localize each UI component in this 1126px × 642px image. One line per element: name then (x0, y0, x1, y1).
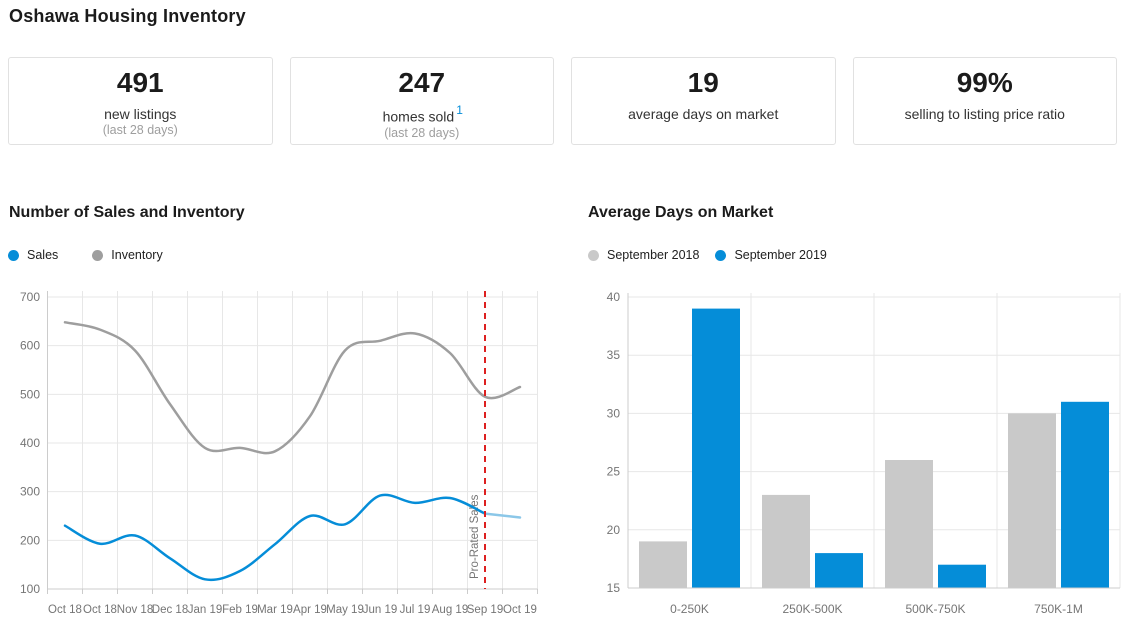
line-chart-title: Number of Sales and Inventory (9, 204, 245, 221)
svg-text:Dec 18: Dec 18 (152, 604, 188, 616)
legend-label: September 2019 (734, 248, 827, 262)
footnote-marker: 1 (456, 102, 463, 117)
svg-text:Aug 19: Aug 19 (432, 604, 468, 616)
stat-card-avg-days-on-market: 19 average days on market (571, 57, 836, 145)
days-on-market-chart: 15 20 25 30 35 40 0-250K 250K-500K 500K-750K 750K… (607, 290, 1121, 616)
svg-text:May 19: May 19 (326, 604, 364, 616)
stat-label: new listings (9, 106, 272, 122)
axes (47, 291, 538, 594)
stat-value: 99% (956, 67, 1013, 98)
legend-dot (715, 249, 727, 261)
bar-chart-title: Average Days on Market (588, 204, 774, 221)
legend-dot (588, 249, 599, 261)
legend-item-september-2018: September 2018 (588, 248, 699, 262)
legend-item-september-2019: September 2019 (715, 248, 827, 262)
svg-text:Oct 18: Oct 18 (83, 604, 117, 616)
stat-value: 247 (398, 67, 446, 98)
pro-rated-sales-label: Pro-Rated Sales (469, 494, 481, 579)
y-axis-labels: 100 200 300 400 500 600 700 (20, 290, 40, 596)
line-chart-legend: Sales Inventory (8, 248, 197, 262)
legend-dot (92, 249, 104, 261)
bar-september-2018-0-250k (639, 541, 687, 588)
stat-sublabel: (last 28 days) (384, 125, 460, 140)
svg-text:Oct 19: Oct 19 (503, 604, 537, 616)
svg-text:200: 200 (20, 533, 40, 547)
stat-label: selling to listing price ratio (854, 106, 1117, 122)
svg-text:700: 700 (20, 290, 40, 304)
svg-text:20: 20 (607, 523, 621, 537)
bar-september-2019-250k-500k (815, 553, 863, 588)
svg-text:Jul 19: Jul 19 (400, 604, 431, 616)
svg-text:300: 300 (20, 485, 40, 499)
x-axis-labels: 0-250K 250K-500K 500K-750K 750K-1M (670, 602, 1083, 616)
legend-item-sales: Sales (8, 248, 58, 262)
svg-text:400: 400 (20, 436, 40, 450)
stat-label-text: homes sold (382, 108, 455, 125)
stat-value: 19 (687, 67, 719, 98)
svg-text:500: 500 (20, 387, 40, 401)
svg-text:Jun 19: Jun 19 (363, 604, 398, 616)
stat-sublabel: (last 28 days) (102, 122, 178, 137)
bar-september-2018-250k-500k (762, 494, 810, 588)
legend-label: September 2018 (607, 248, 700, 262)
axes (627, 293, 1120, 589)
prorated-sales-line (483, 512, 522, 519)
stat-label-text: average days on market (628, 105, 779, 122)
svg-text:750K-1M: 750K-1M (1034, 602, 1083, 616)
svg-text:40: 40 (607, 290, 621, 304)
svg-text:Feb 19: Feb 19 (222, 604, 258, 616)
svg-text:500K-750K: 500K-750K (905, 602, 965, 616)
svg-text:600: 600 (20, 339, 40, 353)
bar-september-2019-500k-750k (938, 564, 986, 588)
bar-september-2019-0-250k (692, 308, 740, 588)
svg-text:30: 30 (607, 406, 621, 420)
page-title: Oshawa Housing Inventory (9, 6, 246, 26)
bars (639, 308, 1109, 588)
sales-line (63, 493, 487, 582)
svg-text:Oct 18: Oct 18 (48, 604, 82, 616)
bar-chart-legend: September 2018 September 2019 (588, 248, 843, 262)
legend-label: Inventory (111, 248, 163, 262)
stat-card-new-listings: 491 new listings (last 28 days) (8, 57, 273, 145)
bar-september-2018-750k-1m (1008, 413, 1056, 588)
bar-september-2019-750k-1m (1061, 401, 1109, 588)
stat-label-text: selling to listing price ratio (904, 105, 1065, 122)
stat-label: average days on market (572, 106, 835, 122)
stats-row: 491 new listings (last 28 days) 247 home… (8, 57, 1117, 145)
svg-text:Nov 18: Nov 18 (117, 604, 153, 616)
stat-label-text: new listings (104, 105, 177, 122)
y-axis-labels: 15 20 25 30 35 40 (607, 290, 621, 595)
stat-card-selling-to-listing-ratio: 99% selling to listing price ratio (852, 57, 1117, 145)
legend-label: Sales (27, 248, 59, 262)
legend-item-inventory: Inventory (92, 248, 163, 262)
bar-september-2018-500k-750k (885, 460, 933, 588)
svg-text:Sep 19: Sep 19 (467, 604, 503, 616)
svg-text:Apr 19: Apr 19 (293, 604, 327, 616)
svg-text:15: 15 (607, 581, 621, 595)
svg-text:25: 25 (607, 465, 621, 479)
inventory-line (63, 321, 522, 455)
stat-value: 491 (116, 67, 164, 98)
svg-text:0-250K: 0-250K (670, 602, 709, 616)
stat-card-homes-sold: 247 homes sold 1 (last 28 days) (289, 57, 554, 145)
svg-text:Mar 19: Mar 19 (257, 604, 293, 616)
legend-dot (8, 249, 19, 261)
svg-text:250K-500K: 250K-500K (782, 602, 842, 616)
stat-label: homes sold 1 (291, 102, 554, 125)
gridlines (47, 291, 538, 590)
svg-text:100: 100 (20, 582, 40, 596)
svg-text:Jan 19: Jan 19 (188, 604, 223, 616)
svg-text:35: 35 (607, 348, 621, 362)
